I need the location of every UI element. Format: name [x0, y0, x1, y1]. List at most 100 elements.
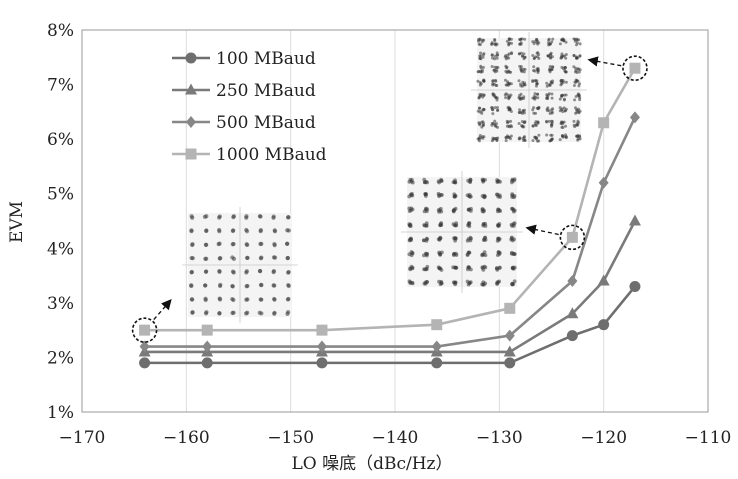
- constellation-point: [564, 133, 568, 137]
- constellation-point: [286, 270, 291, 275]
- constellation-point: [259, 241, 264, 246]
- constellation-point: [453, 223, 458, 228]
- constellation-point: [504, 83, 508, 87]
- constellation-point: [548, 64, 552, 68]
- constellation-point: [272, 228, 277, 233]
- constellation-point: [285, 256, 290, 261]
- constellation-point: [495, 178, 500, 182]
- callout-circle: [131, 317, 158, 343]
- constellation-point: [217, 269, 222, 274]
- constellation-point: [437, 180, 441, 185]
- constellation-point: [572, 119, 576, 123]
- constellation-point: [535, 82, 539, 86]
- constellation-point: [478, 54, 482, 58]
- constellation-point: [531, 124, 535, 128]
- constellation-point: [245, 255, 250, 260]
- constellation-point: [410, 281, 415, 286]
- constellation-point: [537, 133, 541, 137]
- constellation-point: [558, 97, 562, 101]
- constellation-point: [496, 106, 500, 110]
- series-250-mbaud: [138, 214, 641, 357]
- constellation-point: [534, 95, 538, 99]
- constellation-point: [204, 256, 209, 261]
- constellation-point: [564, 93, 568, 97]
- constellation-point: [490, 139, 494, 143]
- constellation-point: [531, 53, 535, 57]
- constellation-point: [204, 228, 209, 233]
- constellation-point: [451, 180, 456, 185]
- constellation-point: [496, 223, 501, 228]
- data-point: [567, 275, 578, 288]
- constellation-point: [523, 37, 527, 41]
- constellation-point: [505, 71, 509, 75]
- callout-circle: [622, 55, 648, 81]
- constellation-point: [244, 215, 249, 220]
- constellation-point: [423, 192, 428, 197]
- constellation-point: [562, 97, 566, 101]
- constellation-point: [451, 253, 456, 257]
- constellation-point: [548, 82, 552, 86]
- data-point: [629, 280, 641, 292]
- constellation-point: [550, 92, 554, 96]
- constellation-point: [204, 310, 209, 315]
- constellation-point: [481, 123, 485, 127]
- constellation-point: [495, 280, 500, 285]
- constellation-point: [522, 121, 526, 125]
- constellation-point: [550, 110, 554, 114]
- constellation-point: [549, 138, 553, 142]
- constellation-point: [271, 214, 276, 219]
- constellation-point: [550, 121, 554, 125]
- data-point: [201, 357, 213, 369]
- constellation-point: [573, 98, 577, 102]
- constellation-point: [285, 311, 290, 316]
- constellation-point: [476, 109, 480, 113]
- y-tick-label: 1%: [47, 403, 74, 423]
- constellation-point: [504, 96, 508, 100]
- constellation-point: [424, 223, 429, 228]
- constellation-point: [564, 80, 568, 84]
- constellation-point: [467, 265, 472, 270]
- y-tick-label: 6%: [47, 130, 74, 150]
- constellation-point: [507, 135, 511, 139]
- x-axis-ticks: −170 −160 −150 −140 −130 −120 −110: [59, 428, 732, 448]
- data-point: [504, 357, 516, 369]
- constellation-point: [425, 264, 430, 269]
- constellation-point: [520, 124, 524, 128]
- constellation-point: [477, 121, 481, 125]
- constellation-point: [533, 69, 537, 73]
- data-point: [201, 324, 213, 336]
- constellation-point: [551, 107, 555, 111]
- constellation-point: [190, 310, 195, 315]
- constellation-point: [496, 65, 500, 69]
- constellation-point: [217, 297, 223, 302]
- constellation-point: [257, 310, 262, 315]
- constellation-point: [452, 192, 457, 197]
- constellation-point: [518, 110, 522, 114]
- constellation-point: [572, 65, 576, 69]
- constellation-point: [439, 193, 444, 197]
- constellation-point: [493, 124, 497, 128]
- constellation-point: [407, 252, 412, 257]
- constellation-point: [545, 81, 549, 85]
- constellation-point: [573, 37, 577, 41]
- constellation-point: [545, 133, 549, 137]
- constellation-point: [231, 256, 237, 261]
- callout-arrow: [587, 56, 622, 67]
- data-point: [628, 214, 641, 226]
- constellation-point: [424, 236, 429, 241]
- constellation-point: [423, 281, 428, 286]
- constellation-point: [491, 112, 495, 116]
- constellation-point: [189, 214, 194, 219]
- legend-label: 250 MBaud: [216, 81, 316, 101]
- constellation-point: [491, 108, 495, 112]
- constellation-point: [509, 82, 513, 86]
- constellation-point: [503, 78, 507, 82]
- constellation-point: [190, 297, 195, 302]
- constellation-point: [519, 65, 523, 69]
- constellation-point: [535, 39, 539, 43]
- legend-marker: [185, 83, 197, 95]
- constellation-point: [230, 310, 235, 316]
- constellation-point: [468, 194, 472, 199]
- constellation-point: [244, 229, 250, 234]
- constellation-point: [534, 124, 538, 128]
